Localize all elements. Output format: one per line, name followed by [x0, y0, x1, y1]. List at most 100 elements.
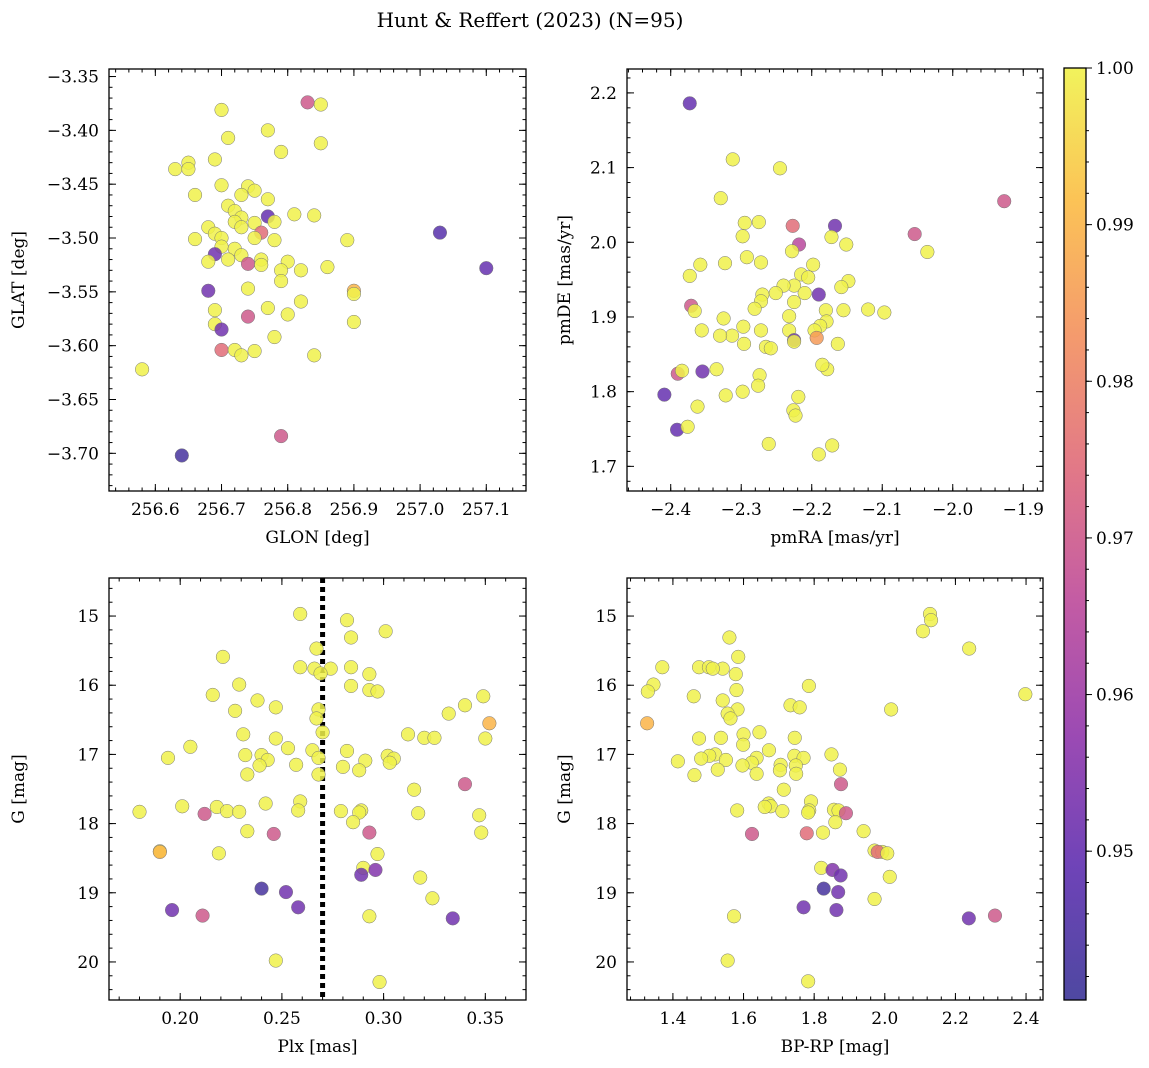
- data-point: [694, 323, 709, 338]
- data-point: [221, 252, 236, 267]
- data-point: [215, 649, 230, 664]
- data-point: [354, 867, 369, 882]
- data-point: [346, 815, 361, 830]
- data-point: [247, 230, 262, 246]
- data-point: [962, 641, 977, 656]
- data-point: [836, 303, 851, 318]
- x-axis-label: pmRA [mas/yr]: [770, 528, 899, 548]
- data-point: [776, 782, 791, 797]
- data-point: [478, 731, 493, 746]
- data-point: [413, 870, 428, 885]
- data-point: [768, 286, 783, 301]
- x-tick-label: 1.8: [801, 1009, 828, 1029]
- data-point: [238, 748, 253, 763]
- panel-bprp-g: 1.4 1.6 1.8 2.0 2.2 2.4 15 16 17 18 19 20 BP-RP [mag…: [555, 577, 1044, 1057]
- data-point: [791, 389, 806, 404]
- x-tick-label: −2.0: [932, 500, 973, 520]
- data-point: [761, 743, 777, 758]
- data-point: [710, 762, 725, 777]
- data-point: [920, 244, 935, 260]
- data-point: [205, 687, 220, 702]
- data-point: [307, 208, 322, 223]
- x-tick-label: 1.4: [659, 1009, 686, 1029]
- data-point: [313, 136, 328, 151]
- data-point: [728, 667, 743, 682]
- data-point: [267, 233, 282, 248]
- colorbar-gradient: [1064, 68, 1086, 1000]
- data-point: [830, 336, 845, 351]
- y-tick-label: −3.35: [47, 68, 99, 88]
- x-tick-label: 1.6: [730, 1009, 757, 1029]
- data-point: [815, 357, 830, 372]
- data-point: [309, 641, 324, 656]
- data-point: [362, 825, 377, 840]
- data-point: [260, 300, 275, 316]
- points-pmra-pmde: [657, 96, 1012, 462]
- x-tick-label: −2.4: [650, 500, 691, 520]
- data-point: [861, 302, 876, 317]
- data-point: [250, 693, 265, 708]
- data-point: [132, 804, 147, 819]
- data-point: [856, 824, 871, 839]
- data-point: [267, 330, 282, 345]
- data-point: [274, 274, 289, 289]
- data-point: [832, 762, 847, 777]
- data-point: [674, 363, 690, 378]
- data-point: [274, 144, 289, 159]
- data-point: [268, 953, 283, 968]
- data-point: [737, 215, 752, 230]
- data-point: [254, 881, 269, 896]
- data-point: [441, 706, 456, 721]
- y-tick-label: 2.2: [590, 84, 617, 104]
- data-point: [757, 799, 772, 815]
- data-point: [811, 447, 826, 462]
- data-point: [260, 123, 275, 138]
- data-point: [720, 953, 735, 968]
- data-point: [267, 214, 282, 229]
- data-point: [240, 256, 256, 271]
- data-point: [240, 281, 256, 296]
- y-axis-label: GLAT [deg]: [9, 231, 29, 329]
- data-point: [725, 328, 740, 343]
- panel-plx-g: 0.20 0.25 0.30 0.35 15 16 17 18 19 20 Plx [mas] G […: [9, 577, 527, 1057]
- data-point: [214, 178, 229, 193]
- x-tick-label: 2.4: [1013, 1009, 1040, 1029]
- data-point: [352, 763, 367, 778]
- y-tick-label: 2.0: [590, 233, 617, 253]
- data-point: [744, 826, 760, 842]
- data-point: [785, 218, 800, 233]
- data-point: [135, 362, 150, 377]
- data-point: [427, 730, 442, 745]
- data-point: [752, 725, 767, 740]
- data-point: [211, 846, 226, 861]
- data-point: [268, 731, 283, 746]
- data-point: [787, 294, 802, 310]
- data-point: [425, 891, 440, 906]
- data-point: [207, 152, 222, 167]
- data-point: [722, 630, 737, 645]
- data-point: [655, 660, 670, 675]
- x-tick-label: 0.25: [263, 1009, 301, 1029]
- data-point: [884, 702, 899, 717]
- data-point: [278, 885, 294, 900]
- data-point: [753, 255, 769, 270]
- data-point: [772, 161, 788, 176]
- data-point: [344, 678, 359, 693]
- colorbar: 0.95 0.96 0.97 0.98 0.99 1.00: [1063, 59, 1134, 1001]
- data-point: [344, 660, 359, 675]
- data-point: [201, 254, 216, 269]
- data-point: [739, 250, 754, 265]
- data-point: [175, 799, 190, 814]
- data-point: [670, 754, 685, 769]
- data-point: [445, 911, 460, 926]
- colorbar-tick-label: 0.96: [1096, 686, 1134, 706]
- data-point: [690, 399, 705, 414]
- data-point: [915, 624, 930, 639]
- data-point: [761, 436, 776, 451]
- data-point: [730, 803, 745, 818]
- data-point: [796, 900, 811, 915]
- data-point: [723, 711, 738, 726]
- data-point: [686, 689, 701, 704]
- data-point: [787, 334, 802, 349]
